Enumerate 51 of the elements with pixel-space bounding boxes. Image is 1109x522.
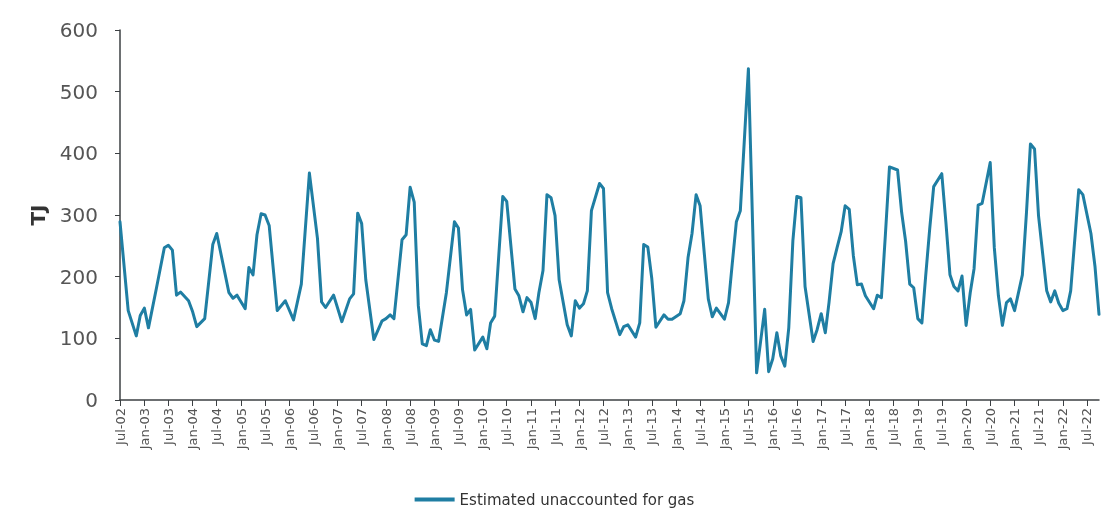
x-tick-label: Jan-06 bbox=[281, 408, 297, 451]
x-tick-label: Jan-17 bbox=[813, 408, 829, 451]
x-tick-label: Jul-03 bbox=[160, 408, 176, 446]
y-tick-label: 100 bbox=[59, 326, 98, 351]
x-tick-label: Jan-21 bbox=[1007, 408, 1023, 451]
x-tick-label: Jul-10 bbox=[499, 408, 515, 446]
x-tick-label: Jan-05 bbox=[233, 408, 249, 451]
x-tick-label: Jul-07 bbox=[354, 408, 370, 446]
x-tick-label: Jan-15 bbox=[716, 408, 732, 451]
x-tick-label: Jul-12 bbox=[595, 408, 611, 446]
x-tick-label: Jul-02 bbox=[112, 408, 128, 446]
y-tick-label: 500 bbox=[59, 79, 98, 104]
x-tick-label: Jul-09 bbox=[450, 408, 466, 446]
x-tick-label: Jul-08 bbox=[402, 408, 418, 446]
x-tick-label: Jul-20 bbox=[982, 408, 998, 446]
x-tick-label: Jan-22 bbox=[1055, 408, 1071, 451]
x-tick-label: Jan-04 bbox=[185, 408, 201, 451]
x-tick-label: Jul-21 bbox=[1031, 408, 1047, 446]
x-tick-label: Jan-12 bbox=[571, 408, 587, 451]
x-tick-label: Jul-16 bbox=[789, 408, 805, 446]
y-axis-title: TJ bbox=[26, 204, 50, 226]
line-series bbox=[118, 67, 1101, 375]
x-tick-label: Jan-19 bbox=[910, 408, 926, 451]
x-tick-label: Jan-07 bbox=[330, 408, 346, 451]
x-tick-label: Jan-09 bbox=[426, 408, 442, 451]
x-tick-label: Jul-19 bbox=[934, 408, 950, 446]
x-tick-label: Jan-14 bbox=[668, 408, 684, 451]
y-tick-label: 0 bbox=[85, 388, 98, 412]
x-tick-label: Jan-20 bbox=[958, 408, 974, 451]
x-tick-label: Jan-13 bbox=[620, 408, 636, 451]
x-tick-label: Jul-18 bbox=[885, 408, 901, 446]
x-tick-label: Jul-06 bbox=[305, 408, 321, 446]
x-tick-label: Jul-17 bbox=[837, 408, 853, 446]
x-tick-label: Jul-22 bbox=[1079, 408, 1095, 446]
y-tick-label: 200 bbox=[59, 264, 98, 289]
legend-label: Estimated unaccounted for gas bbox=[459, 490, 695, 509]
x-tick-label: Jul-15 bbox=[740, 408, 756, 446]
x-tick-label: Jan-18 bbox=[862, 408, 877, 451]
x-tick-label: Jan-10 bbox=[475, 408, 491, 451]
x-tick-label: Jul-04 bbox=[209, 408, 225, 446]
x-tick-label: Jul-05 bbox=[257, 408, 273, 446]
x-tick-label: Jan-11 bbox=[523, 408, 539, 451]
y-tick-label: 400 bbox=[59, 141, 98, 166]
x-tick-label: Jan-16 bbox=[765, 408, 781, 451]
x-tick-label: Jan-08 bbox=[378, 408, 394, 451]
y-tick-label: 600 bbox=[59, 18, 98, 42]
x-tick-label: Jul-14 bbox=[692, 408, 708, 446]
x-tick-label: Jan-03 bbox=[136, 408, 152, 451]
x-tick-label: Jul-13 bbox=[644, 408, 660, 446]
x-tick-label: Jul-11 bbox=[547, 408, 563, 446]
y-tick-label: 300 bbox=[59, 203, 98, 227]
